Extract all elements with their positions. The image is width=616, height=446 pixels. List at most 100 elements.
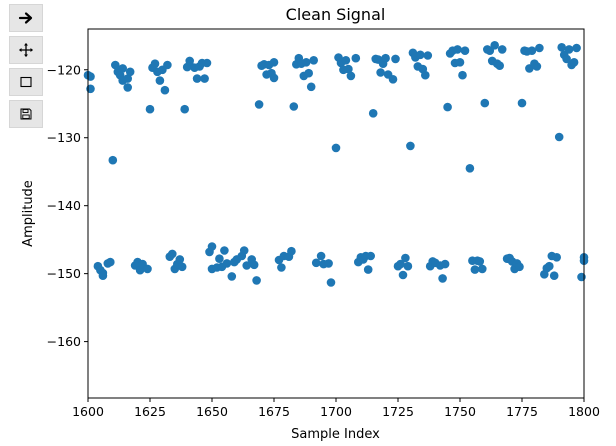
data-point <box>269 58 279 67</box>
data-point <box>495 61 505 70</box>
data-point <box>145 104 155 114</box>
data-point <box>306 82 316 92</box>
data-point <box>108 155 118 165</box>
forward-button[interactable] <box>9 4 43 32</box>
data-point <box>470 265 480 274</box>
y-axis-label: Amplitude <box>21 180 36 247</box>
data-point <box>545 261 554 271</box>
data-point <box>311 258 321 268</box>
data-point <box>200 74 209 83</box>
x-tick-label: 1625 <box>134 404 166 419</box>
data-point <box>351 53 361 63</box>
rectangle-icon <box>20 76 32 88</box>
y-tick-label: −140 <box>47 198 81 213</box>
data-point <box>192 74 202 83</box>
data-point <box>388 75 398 84</box>
y-tick-label: −130 <box>47 130 81 145</box>
data-point <box>326 278 336 287</box>
data-point <box>289 102 299 111</box>
data-point <box>398 270 408 280</box>
data-point <box>125 67 135 77</box>
data-point <box>406 141 415 151</box>
data-point <box>180 104 189 114</box>
data-point <box>497 45 507 54</box>
data-points <box>83 41 589 287</box>
data-point <box>111 60 120 70</box>
data-point <box>577 272 586 282</box>
data-point <box>155 76 165 85</box>
data-point <box>207 242 217 251</box>
data-point <box>269 73 279 83</box>
data-point <box>123 83 132 92</box>
data-point <box>535 43 544 53</box>
data-point <box>552 252 561 262</box>
y-tick-label: −150 <box>47 266 81 281</box>
data-point <box>344 64 353 74</box>
data-point <box>177 262 187 272</box>
data-point <box>403 261 413 271</box>
save-button[interactable] <box>9 100 43 128</box>
data-point <box>453 45 462 54</box>
data-point <box>443 102 452 112</box>
data-point <box>366 251 376 261</box>
data-point <box>381 53 390 63</box>
data-point <box>572 43 581 53</box>
x-axis-label: Sample Index <box>291 427 380 442</box>
data-point <box>227 272 237 281</box>
data-point <box>143 264 152 274</box>
data-point <box>478 264 487 274</box>
zoom-rect-button[interactable] <box>9 68 43 96</box>
data-point <box>254 100 264 109</box>
data-point <box>168 249 177 259</box>
x-tick-label: 1725 <box>382 404 414 419</box>
move-arrows-icon <box>19 43 33 57</box>
data-point <box>163 60 172 70</box>
data-point <box>569 58 579 67</box>
data-point <box>421 70 430 80</box>
data-point <box>480 98 490 108</box>
data-point <box>304 68 314 78</box>
data-point <box>562 54 571 64</box>
pan-button[interactable] <box>9 36 43 64</box>
data-point <box>475 257 485 266</box>
floppy-disk-icon <box>20 108 32 120</box>
data-point <box>324 259 333 268</box>
data-point <box>150 59 160 68</box>
data-point <box>440 259 450 269</box>
axis-ticks: 1600 1625 1650 1675 1700 1725 1750 1775 1800 −120… <box>47 62 600 419</box>
data-point <box>363 265 373 274</box>
data-point <box>490 41 500 50</box>
data-point <box>287 246 296 256</box>
data-point <box>455 58 465 67</box>
data-point <box>465 164 475 173</box>
data-point <box>554 132 564 142</box>
data-point <box>396 259 405 269</box>
data-point <box>277 263 286 272</box>
x-tick-label: 1700 <box>320 404 352 419</box>
data-point <box>239 246 249 255</box>
plot-frame <box>87 28 585 399</box>
data-point <box>252 276 261 285</box>
data-point <box>564 45 574 54</box>
data-point <box>401 253 410 263</box>
y-tick-label: −160 <box>47 334 81 349</box>
x-tick-label: 1775 <box>506 404 538 419</box>
data-point <box>368 109 378 118</box>
data-point <box>86 72 95 81</box>
arrow-right-icon <box>18 12 33 24</box>
data-point <box>202 58 212 68</box>
data-point <box>242 261 251 270</box>
data-point <box>527 46 537 55</box>
data-point <box>549 271 559 281</box>
data-point <box>331 143 341 153</box>
data-point <box>391 54 400 64</box>
data-point <box>532 62 542 71</box>
data-point <box>376 68 385 77</box>
data-point <box>220 246 229 255</box>
data-point <box>123 74 132 83</box>
data-point <box>515 262 524 272</box>
x-tick-label: 1675 <box>258 404 290 419</box>
y-tick-label: −120 <box>47 62 81 77</box>
data-point <box>249 260 259 270</box>
